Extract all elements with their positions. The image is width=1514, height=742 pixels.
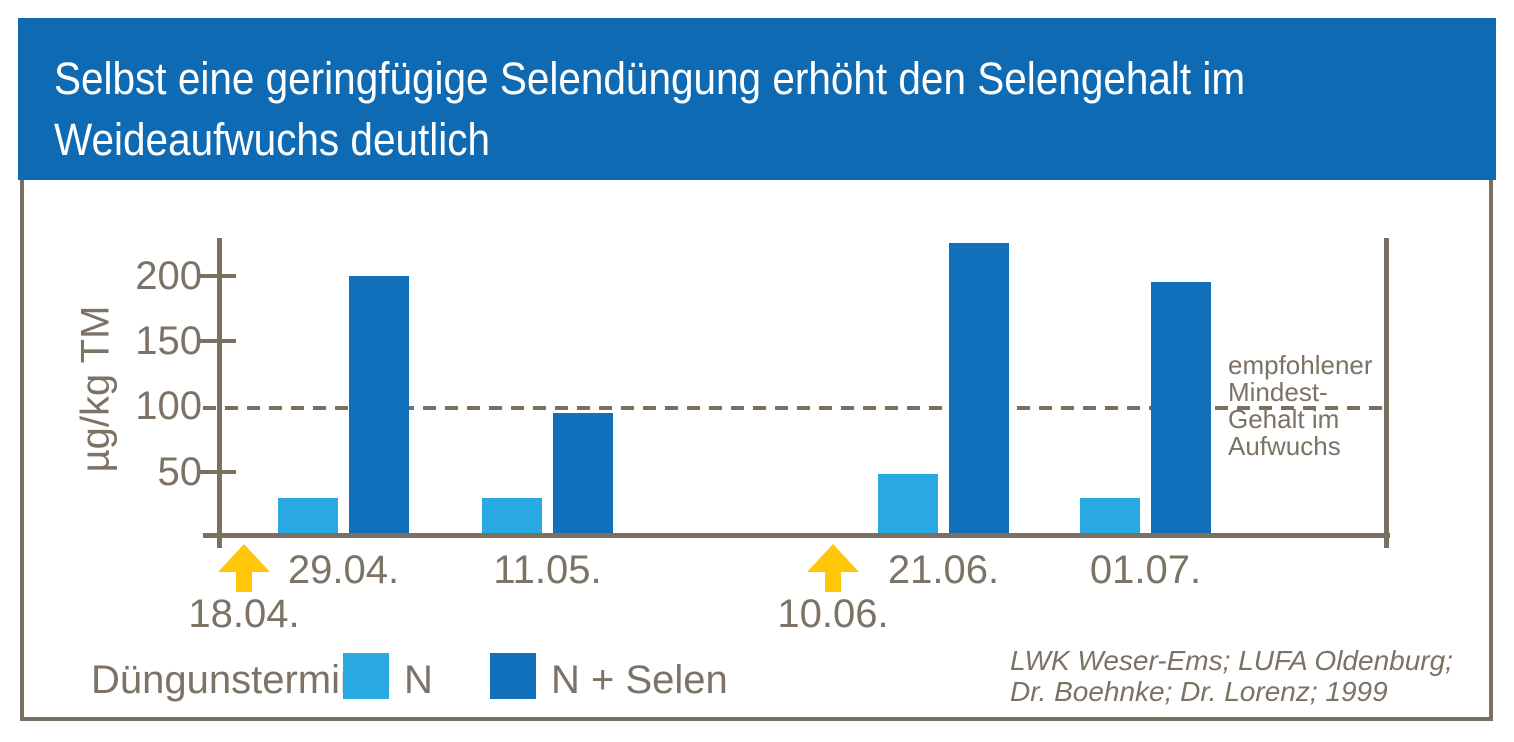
bar-n-selen-01-07 bbox=[1151, 282, 1211, 537]
y-tick-label-50: 50 bbox=[157, 449, 203, 494]
arrow-up-icon bbox=[807, 544, 859, 572]
annotation-line-4: Aufwuchs bbox=[1228, 431, 1341, 461]
legend-swatch-n-selen bbox=[490, 653, 536, 699]
reference-line-dashed bbox=[203, 406, 1386, 410]
x-label-01-07: 01.07. bbox=[1089, 548, 1202, 592]
y-tick-label-100: 100 bbox=[135, 384, 202, 429]
fertilization-date-10-06: 10.06. bbox=[777, 592, 889, 636]
page-title-line-2: Weideaufwuchs deutlich bbox=[54, 114, 491, 165]
header-bar: Selbst eine geringfügige Selendüngung er… bbox=[18, 18, 1496, 180]
y-tick-200 bbox=[200, 273, 236, 278]
arrow-stem bbox=[236, 572, 252, 592]
page-title: Selbst eine geringfügige Selendüngung er… bbox=[54, 48, 1245, 170]
source-line-2: Dr. Boehnke; Dr. Lorenz; 1999 bbox=[1010, 676, 1388, 707]
fertilization-arrow-18-04 bbox=[218, 544, 270, 592]
bar-n-29-04 bbox=[278, 498, 338, 537]
y-tick-150 bbox=[200, 339, 236, 344]
annotation-line-3: Gehalt im bbox=[1228, 404, 1340, 434]
source-line-1: LWK Weser-Ems; LUFA Oldenburg; bbox=[1010, 645, 1453, 676]
legend-title: Düngunstermin bbox=[91, 658, 363, 702]
arrow-stem bbox=[825, 572, 841, 592]
bar-n-selen-29-04 bbox=[349, 276, 409, 537]
fertilization-date-18-04: 18.04. bbox=[188, 592, 300, 636]
annotation-line-2: Mindest- bbox=[1228, 377, 1328, 407]
bar-n-21-06 bbox=[878, 474, 938, 537]
bar-n-selen-11-05 bbox=[553, 413, 613, 537]
bar-n-11-05 bbox=[482, 498, 542, 537]
legend-label-n-selen: N + Selen bbox=[551, 658, 728, 702]
arrow-up-icon bbox=[218, 544, 270, 572]
x-axis bbox=[203, 533, 1390, 538]
reference-line-annotation: empfohlener Mindest- Gehalt im Aufwuchs bbox=[1228, 352, 1373, 460]
chart-frame bbox=[20, 180, 1493, 721]
legend-label-n: N bbox=[404, 658, 433, 702]
x-label-11-05: 11.05. bbox=[493, 548, 602, 592]
bar-n-selen-21-06 bbox=[949, 243, 1009, 537]
y-tick-label-150: 150 bbox=[135, 319, 202, 364]
y-axis bbox=[217, 238, 222, 548]
fertilization-arrow-10-06 bbox=[807, 544, 859, 592]
y-tick-50 bbox=[200, 469, 236, 474]
annotation-line-1: empfohlener bbox=[1228, 350, 1373, 380]
bar-n-01-07 bbox=[1080, 498, 1140, 537]
y-tick-label-200: 200 bbox=[135, 253, 202, 298]
source-citation: LWK Weser-Ems; LUFA Oldenburg; Dr. Boehn… bbox=[1010, 645, 1453, 707]
right-axis bbox=[1384, 238, 1389, 548]
legend-swatch-n bbox=[343, 653, 389, 699]
x-label-21-06: 21.06. bbox=[887, 548, 1000, 592]
page-title-line-1: Selbst eine geringfügige Selendüngung er… bbox=[54, 53, 1246, 104]
x-label-29-04: 29.04. bbox=[287, 548, 400, 592]
